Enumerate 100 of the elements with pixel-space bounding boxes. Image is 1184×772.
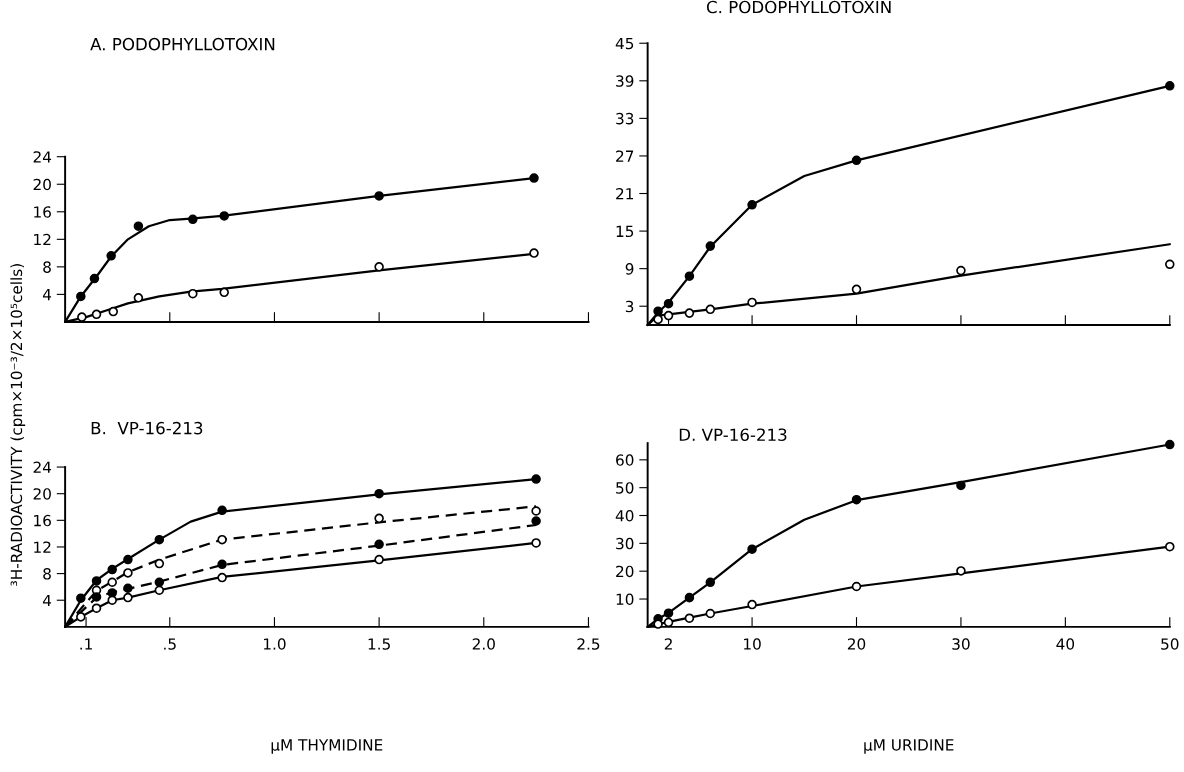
x-tick-label: 10 [744, 638, 761, 650]
x-tick-label: .5 [164, 638, 176, 650]
point [956, 265, 966, 276]
y-tick-label: 20 [616, 565, 634, 578]
y-tick-label: 3 [625, 300, 634, 313]
point [531, 474, 541, 484]
y-tick-label: 16 [34, 206, 51, 218]
y-tick-label: 45 [615, 37, 634, 50]
x-tick-label: 1.5 [368, 638, 390, 650]
x-tick-label: 2.0 [472, 638, 495, 650]
x-tick-label: 50 [1161, 638, 1179, 650]
y-tick-label: 40 [615, 509, 634, 522]
y-tick-label: 30 [616, 537, 634, 550]
point [91, 309, 102, 320]
point [529, 173, 539, 183]
y-tick-label: 21 [616, 187, 634, 200]
chart-title: A. PODOPHYLLOTOXIN [90, 37, 275, 51]
point [188, 214, 198, 225]
point [663, 310, 674, 321]
point [747, 544, 757, 554]
x-axis-title: μM THYMIDINE [271, 739, 383, 754]
point [374, 191, 384, 201]
point [219, 211, 229, 221]
point [374, 554, 384, 565]
point [747, 297, 757, 308]
x-tick-label: 30 [952, 638, 970, 650]
y-tick-label: 20 [33, 178, 51, 191]
point [374, 262, 384, 272]
chart-title: B. VP-16-213 [91, 421, 203, 435]
point [91, 592, 102, 602]
point [663, 617, 674, 628]
point [1165, 81, 1175, 91]
y-tick-label: 12 [34, 233, 51, 246]
point [107, 588, 117, 598]
x-tick-label: 2 [664, 638, 672, 650]
point [154, 577, 165, 588]
point [663, 608, 674, 618]
point [76, 612, 86, 622]
point [107, 564, 117, 575]
point [529, 248, 539, 258]
point [1165, 439, 1175, 450]
point [531, 538, 541, 548]
point [1165, 541, 1175, 552]
point [531, 506, 541, 516]
point [1165, 259, 1175, 270]
chart-title: D. VP-16-213 [679, 428, 787, 442]
y-tick-label: 50 [616, 482, 634, 494]
y-tick-label: 12 [34, 541, 51, 553]
point [956, 480, 966, 491]
x-tick-label: 40 [1056, 638, 1075, 650]
point [747, 200, 757, 210]
point [705, 577, 716, 588]
point [705, 608, 716, 619]
x-tick-label: .1 [80, 638, 92, 650]
x-tick-label: 1.0 [263, 638, 286, 650]
y-tick-label: 24 [33, 461, 52, 473]
point [76, 593, 86, 603]
point [705, 304, 716, 315]
point [217, 505, 227, 516]
point [217, 572, 227, 583]
point [851, 494, 862, 505]
y-tick-label: 10 [616, 593, 634, 606]
point [219, 287, 229, 298]
point [123, 583, 133, 594]
point [747, 599, 757, 610]
y-tick-label: 8 [43, 568, 51, 580]
point [956, 566, 966, 576]
y-axis-title: ³H-RADIOACTIVITY (cpm×10⁻³/2×10⁵cells) [10, 264, 26, 586]
point [89, 273, 100, 284]
y-tick-label: 9 [625, 263, 634, 275]
point [76, 291, 86, 302]
point [107, 595, 117, 605]
point [106, 251, 116, 261]
point [663, 298, 674, 309]
point [653, 306, 663, 316]
point [374, 539, 384, 550]
point [108, 306, 119, 317]
point [123, 568, 133, 578]
y-tick-label: 15 [616, 225, 634, 238]
point [133, 221, 144, 232]
x-axis-title: μM URIDINE [864, 739, 954, 754]
point [154, 558, 165, 569]
y-tick-label: 60 [616, 454, 634, 466]
point [91, 576, 102, 586]
y-tick-label: 24 [33, 151, 52, 163]
y-tick-label: 33 [616, 112, 634, 125]
y-tick-label: 8 [43, 261, 51, 273]
point [123, 592, 133, 603]
point [684, 613, 695, 623]
y-tick-label: 27 [616, 150, 634, 162]
point [91, 603, 102, 613]
point [77, 312, 87, 322]
y-tick-label: 4 [42, 289, 52, 301]
point [684, 592, 695, 603]
x-tick-label: 2.5 [577, 638, 600, 650]
point [531, 516, 541, 526]
point [217, 534, 227, 545]
y-tick-label: 16 [34, 514, 51, 527]
y-tick-label: 4 [42, 594, 52, 607]
y-tick-label: 20 [33, 488, 51, 500]
